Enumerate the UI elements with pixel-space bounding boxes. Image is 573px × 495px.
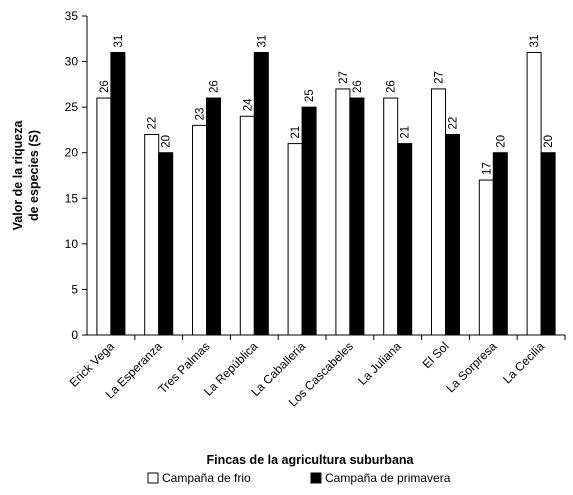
bar-campana-frio [526,51,542,336]
y-tick-label: 0 [71,328,78,342]
bar-campana-frio [144,133,160,336]
x-category-label: La Juliana [355,339,404,388]
data-label: 26 [386,80,398,93]
x-category-label: El Sol [420,339,452,371]
bar-campana-primavera [301,106,317,336]
legend: Campaña de frio Campaña de primavera [147,471,451,485]
legend-label: Campaña de frio [162,471,251,485]
data-label: 31 [256,35,268,48]
bar-campana-frio [287,143,303,336]
data-label: 21 [400,126,412,139]
legend-swatch-frio [147,472,159,484]
bar-campana-primavera [540,152,556,336]
y-tick-label: 5 [71,282,78,296]
y-axis: 0 5 10 15 20 25 30 35 [65,9,88,342]
bar-campana-frio [335,88,351,336]
x-category-label: La Cecilia [500,339,547,386]
data-label: 24 [242,98,254,111]
bar-campana-primavera [445,133,460,336]
bar-campana-primavera [349,97,365,336]
data-label: 26 [99,80,111,93]
legend-swatch-primavera [310,472,322,484]
y-tick-label: 10 [65,237,79,251]
bar-campana-frio [478,179,494,336]
bar-campana-primavera [397,143,413,336]
y-tick-label: 35 [65,9,79,23]
y-axis-title: Valor de la riqueza de especies (S) [11,120,41,231]
bar-campana-primavera [206,97,221,336]
y-axis-title-line: de especies (S) [27,130,41,221]
data-label: 17 [481,162,493,175]
y-tick-label: 20 [65,146,79,160]
data-label: 26 [209,80,221,93]
x-category-label: La Sorpresa [443,339,499,395]
y-tick-label: 25 [65,100,79,114]
bar-campana-frio [96,97,112,336]
legend-label: Campaña de primavera [325,471,451,485]
bar-campana-primavera [158,152,174,336]
y-tick-label: 30 [65,55,79,69]
data-label: 26 [352,80,364,93]
data-label: 23 [195,108,207,121]
bar-campana-frio [192,124,207,336]
data-label: 21 [290,126,302,139]
data-label: 20 [543,135,555,148]
x-category-label: Erick Vega [67,339,118,390]
bar-campana-frio [431,88,446,336]
bar-campana-primavera [110,51,126,336]
data-label: 22 [448,117,460,130]
data-label: 22 [147,117,159,130]
y-axis-title-line: Valor de la riqueza [11,120,25,231]
data-label: 31 [113,35,125,48]
bar-campana-primavera [492,152,508,336]
bar-campana-frio [383,97,399,336]
x-axis-title: Fincas de la agricultura suburbana [206,453,414,467]
data-label: 25 [304,89,316,102]
data-label: 31 [529,35,541,48]
bar-campana-frio [239,115,255,336]
bar-campana-primavera [253,51,269,336]
data-label: 20 [161,135,173,148]
data-label: 27 [434,71,446,84]
data-label: 20 [495,135,507,148]
data-label: 27 [338,71,350,84]
y-tick-label: 15 [65,191,79,205]
